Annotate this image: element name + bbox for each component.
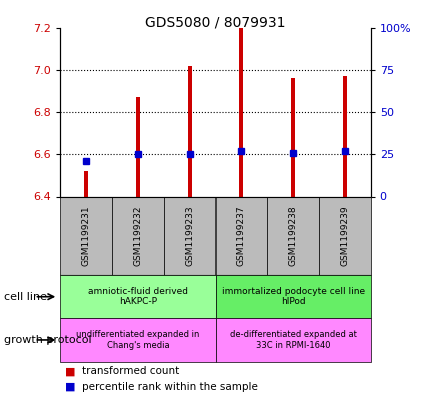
Bar bbox=[60, 275, 215, 318]
Bar bbox=[60, 196, 112, 275]
Text: GSM1199239: GSM1199239 bbox=[340, 206, 348, 266]
Text: percentile rank within the sample: percentile rank within the sample bbox=[82, 382, 257, 392]
Bar bbox=[290, 78, 295, 196]
Bar bbox=[342, 76, 346, 196]
Text: GSM1199231: GSM1199231 bbox=[82, 206, 90, 266]
Text: amniotic-fluid derived
hAKPC-P: amniotic-fluid derived hAKPC-P bbox=[88, 287, 187, 307]
Bar bbox=[135, 97, 140, 196]
Text: GDS5080 / 8079931: GDS5080 / 8079931 bbox=[145, 16, 285, 30]
Bar bbox=[187, 66, 191, 196]
Bar bbox=[239, 26, 243, 196]
Bar bbox=[60, 318, 215, 362]
Text: transformed count: transformed count bbox=[82, 366, 179, 376]
Text: GSM1199232: GSM1199232 bbox=[133, 206, 142, 266]
Text: growth protocol: growth protocol bbox=[4, 335, 92, 345]
Text: GSM1199233: GSM1199233 bbox=[185, 206, 194, 266]
Bar bbox=[267, 196, 318, 275]
Bar bbox=[163, 196, 215, 275]
Bar bbox=[215, 196, 267, 275]
Text: ■: ■ bbox=[64, 366, 75, 376]
Text: de-differentiated expanded at
33C in RPMI-1640: de-differentiated expanded at 33C in RPM… bbox=[229, 330, 356, 350]
Bar bbox=[112, 196, 163, 275]
Bar bbox=[215, 318, 370, 362]
Text: GSM1199238: GSM1199238 bbox=[288, 206, 297, 266]
Bar bbox=[84, 171, 88, 196]
Text: GSM1199237: GSM1199237 bbox=[237, 206, 245, 266]
Text: undifferentiated expanded in
Chang's media: undifferentiated expanded in Chang's med… bbox=[76, 330, 199, 350]
Bar bbox=[318, 196, 370, 275]
Text: ■: ■ bbox=[64, 382, 75, 392]
Text: immortalized podocyte cell line
hIPod: immortalized podocyte cell line hIPod bbox=[221, 287, 364, 307]
Bar bbox=[215, 275, 370, 318]
Text: cell line: cell line bbox=[4, 292, 47, 302]
